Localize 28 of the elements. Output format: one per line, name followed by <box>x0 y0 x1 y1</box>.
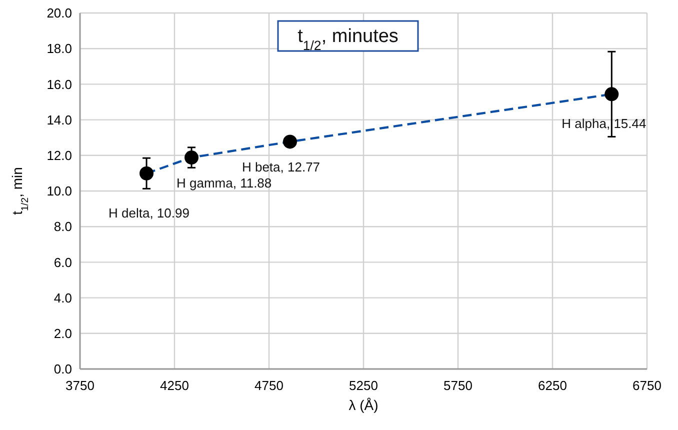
x-tick-label: 5250 <box>349 378 378 393</box>
y-tick-label: 0.0 <box>54 362 72 377</box>
y-tick-label: 4.0 <box>54 290 72 306</box>
text: t$_{1/2}$, minutes <box>298 26 398 52</box>
point <box>282 134 297 149</box>
data-label: H alpha, 15.44 <box>562 116 646 132</box>
y-tick-label: 10.0 <box>46 184 72 199</box>
y-tick-label: 14.0 <box>46 112 72 128</box>
point <box>140 166 154 180</box>
x-axis-title: λ (Å) <box>348 397 378 413</box>
x-tick-label: 4250 <box>160 378 189 393</box>
x-tick-label: 3750 <box>66 378 94 393</box>
x-tick-label: 4750 <box>254 378 284 393</box>
y-tick-label: 8.0 <box>54 219 72 234</box>
y-tick-label: 2.0 <box>54 326 72 341</box>
y-tick-label: 12.0 <box>46 148 72 163</box>
data-label: H gamma, 11.88 <box>176 176 272 191</box>
y-tick-label: 6.0 <box>54 254 72 270</box>
data-label: H delta, 10.99 <box>108 205 190 220</box>
data-label: H beta, 12.77 <box>242 160 320 175</box>
y-tick-label: 18.0 <box>46 41 72 56</box>
x-tick-label: 6750 <box>632 378 662 393</box>
point <box>184 150 199 165</box>
x-tick-label: 5750 <box>444 378 472 393</box>
x-tick-label: 6250 <box>538 378 567 393</box>
y-tick-label: 20.0 <box>46 6 72 21</box>
y-tick-label: 16.0 <box>46 76 72 92</box>
point <box>604 87 619 102</box>
